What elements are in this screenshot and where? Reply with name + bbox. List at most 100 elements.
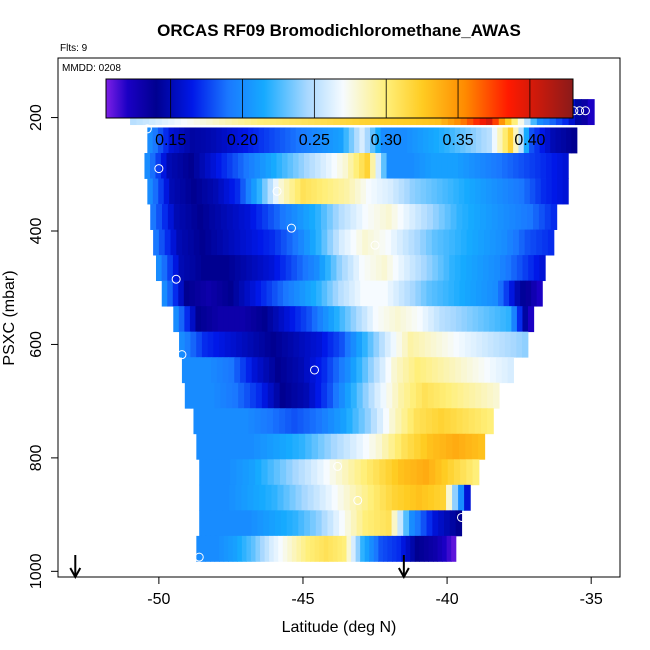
colorbar-tick-label: 0.35	[442, 132, 473, 149]
heatmap-cell	[360, 280, 367, 307]
heatmap-cell	[380, 382, 387, 409]
heatmap-cell	[240, 510, 247, 537]
heatmap-cell	[536, 229, 543, 256]
heatmap-cell	[223, 255, 230, 282]
heatmap-cell	[279, 127, 286, 154]
heatmap-cell	[460, 459, 467, 486]
heatmap-cell	[371, 178, 378, 205]
heatmap-cell	[490, 357, 497, 384]
heatmap-cell	[333, 178, 340, 205]
heatmap-cell	[246, 535, 252, 562]
heatmap-cell	[173, 306, 180, 333]
heatmap-cell	[169, 178, 176, 205]
heatmap-cell	[207, 331, 214, 358]
heatmap-cell	[205, 408, 213, 435]
heatmap-cell	[408, 153, 415, 179]
sample-point	[575, 106, 585, 116]
x-tick-label: -40	[436, 591, 459, 608]
heatmap-cell	[446, 484, 453, 511]
heatmap-cell	[315, 204, 322, 230]
heatmap-cell	[438, 408, 445, 435]
heatmap-cell	[282, 535, 288, 562]
heatmap-cell	[507, 153, 514, 179]
heatmap-cell	[397, 357, 404, 384]
heatmap-cell	[425, 153, 432, 179]
heatmap-cell	[350, 382, 358, 409]
heatmap-cell	[266, 433, 274, 460]
heatmap-cell	[300, 306, 307, 333]
heatmap-cell	[226, 204, 234, 230]
heatmap-cell	[528, 306, 535, 333]
heatmap-cell	[301, 535, 307, 562]
heatmap-cell	[294, 280, 301, 307]
heatmap-cell	[355, 535, 361, 562]
heatmap-cell	[166, 153, 173, 179]
heatmap-cell	[261, 306, 269, 333]
heatmap-cell	[415, 280, 422, 307]
heatmap-cell	[287, 331, 294, 358]
heatmap-cell	[218, 255, 225, 282]
heatmap-cell	[350, 204, 357, 230]
heatmap-cell	[155, 153, 162, 179]
heatmap-cell	[263, 510, 270, 537]
heatmap-cell	[309, 204, 316, 230]
sample-point	[171, 274, 181, 284]
heatmap-cell	[397, 204, 405, 230]
heatmap-cell	[469, 382, 476, 409]
heatmap-cell	[240, 178, 247, 205]
heatmap-cell	[360, 178, 367, 205]
heatmap-cell	[205, 229, 212, 256]
heatmap-cell	[190, 382, 198, 409]
heatmap-cell	[202, 382, 210, 409]
heatmap-cell	[185, 178, 192, 205]
heatmap-cell	[482, 331, 489, 358]
heatmap-cell	[460, 229, 468, 256]
heatmap-cell	[557, 178, 564, 205]
heatmap-cell	[211, 357, 218, 384]
heatmap-cell	[437, 280, 444, 307]
heatmap-cell	[511, 306, 518, 333]
heatmap-cell	[320, 153, 327, 179]
heatmap-cell	[466, 229, 474, 256]
heatmap-cell	[385, 484, 393, 511]
heatmap-cell	[298, 229, 305, 256]
heatmap-cell	[196, 331, 203, 358]
heatmap-cell	[476, 331, 483, 358]
heatmap-cell	[158, 178, 165, 205]
heatmap-cell	[550, 127, 557, 154]
heatmap-cell	[326, 204, 334, 230]
heatmap-cell	[437, 535, 443, 562]
heatmap-cell	[189, 127, 196, 154]
heatmap-cell	[184, 382, 192, 409]
heatmap-cell	[481, 280, 488, 307]
heatmap-cell	[230, 331, 237, 358]
heatmap-cell	[518, 229, 526, 256]
heatmap-cell	[283, 178, 291, 205]
heatmap-cell	[462, 408, 470, 435]
heatmap-cell	[264, 535, 270, 562]
heatmap-cell	[298, 459, 306, 486]
heatmap-cell	[394, 433, 402, 460]
heatmap-cell	[241, 535, 247, 562]
heatmap-cell	[469, 178, 476, 205]
heatmap-cell	[379, 229, 386, 256]
heatmap-cell	[256, 204, 263, 230]
heatmap-cell	[410, 535, 416, 562]
heatmap-cell	[478, 229, 485, 256]
heatmap-cell	[516, 331, 523, 358]
heatmap-cell	[183, 280, 190, 307]
heatmap-cell	[301, 127, 307, 154]
heatmap-cell	[373, 331, 380, 358]
heatmap-cell	[395, 408, 403, 435]
heatmap-cell	[453, 459, 461, 486]
heatmap-cell	[376, 178, 383, 205]
heatmap-cell	[432, 408, 439, 435]
heatmap-cell	[253, 484, 261, 511]
heatmap-cell	[462, 204, 469, 230]
sample-point	[310, 365, 319, 375]
heatmap-cell	[368, 204, 375, 230]
heatmap-cell	[458, 178, 465, 205]
heatmap-cell	[487, 382, 494, 409]
heatmap-cell	[343, 433, 351, 460]
heatmap-cell	[373, 535, 379, 562]
